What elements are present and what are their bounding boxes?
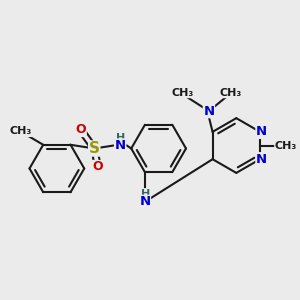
Text: S: S (89, 141, 100, 156)
Text: O: O (76, 124, 86, 136)
Text: H: H (116, 133, 125, 143)
Text: H: H (141, 189, 150, 199)
Text: CH₃: CH₃ (275, 140, 297, 151)
Text: N: N (115, 139, 126, 152)
Text: CH₃: CH₃ (10, 127, 32, 136)
Text: N: N (256, 153, 267, 166)
Text: N: N (140, 195, 151, 208)
Text: N: N (256, 125, 267, 138)
Text: O: O (93, 160, 103, 173)
Text: CH₃: CH₃ (220, 88, 242, 98)
Text: N: N (203, 105, 214, 118)
Text: CH₃: CH₃ (171, 88, 194, 98)
